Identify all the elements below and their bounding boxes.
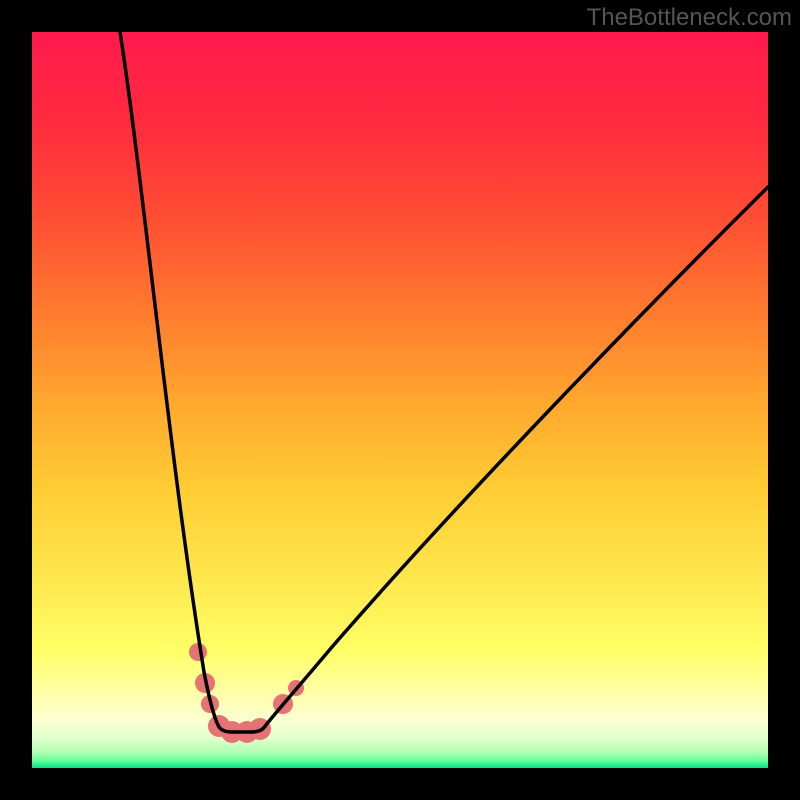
gradient-background	[32, 32, 768, 768]
plot-svg	[32, 32, 768, 768]
watermark-text: TheBottleneck.com	[587, 4, 792, 32]
marker-dot	[189, 643, 207, 661]
chart-frame: TheBottleneck.com	[0, 0, 800, 800]
plot-area	[32, 32, 768, 768]
